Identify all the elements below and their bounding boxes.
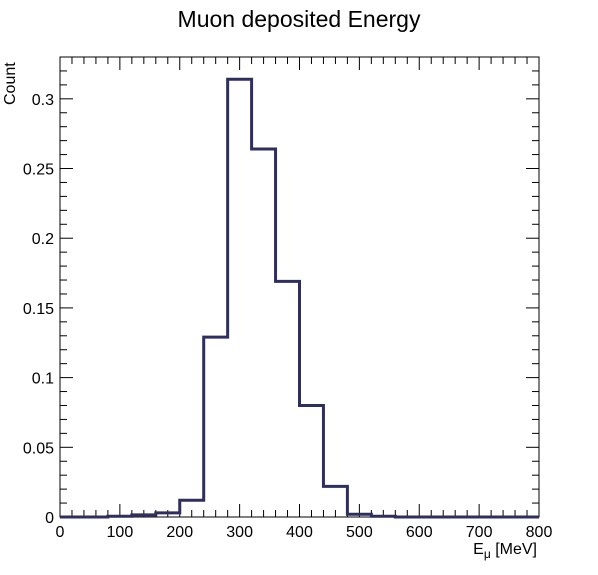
y-tick-label: 0.15 — [23, 301, 54, 318]
x-axis-tick-labels: 0 100 200 300 400 500 600 700 800 — [56, 524, 553, 541]
x-tick-label: 300 — [226, 524, 253, 541]
y-tick-label: 0.3 — [32, 92, 54, 109]
x-axis-label-unit: [MeV] — [491, 541, 537, 558]
y-tick-label: 0 — [45, 510, 54, 527]
x-tick-label: 600 — [406, 524, 433, 541]
x-tick-label: 0 — [56, 524, 65, 541]
y-tick-label: 0.05 — [23, 440, 54, 457]
x-tick-label: 400 — [286, 524, 313, 541]
y-tick-label: 0.25 — [23, 162, 54, 179]
x-axis-label-base: E — [473, 541, 484, 558]
x-tick-label: 200 — [166, 524, 193, 541]
y-tick-label: 0.1 — [32, 371, 54, 388]
x-tick-label: 700 — [466, 524, 493, 541]
x-axis-label: Eμ [MeV] — [473, 541, 537, 561]
x-tick-label: 100 — [107, 524, 134, 541]
x-tick-label: 800 — [526, 524, 553, 541]
y-tick-label: 0.2 — [32, 231, 54, 248]
histogram-series-line — [60, 77, 539, 519]
chart-title: Muon deposited Energy — [178, 6, 421, 32]
x-tick-label: 500 — [346, 524, 373, 541]
y-axis-label: Count — [2, 62, 19, 105]
x-axis-label-subscript: μ — [484, 547, 491, 561]
y-axis-tick-labels: 0 0.05 0.1 0.15 0.2 0.25 0.3 — [23, 92, 54, 527]
